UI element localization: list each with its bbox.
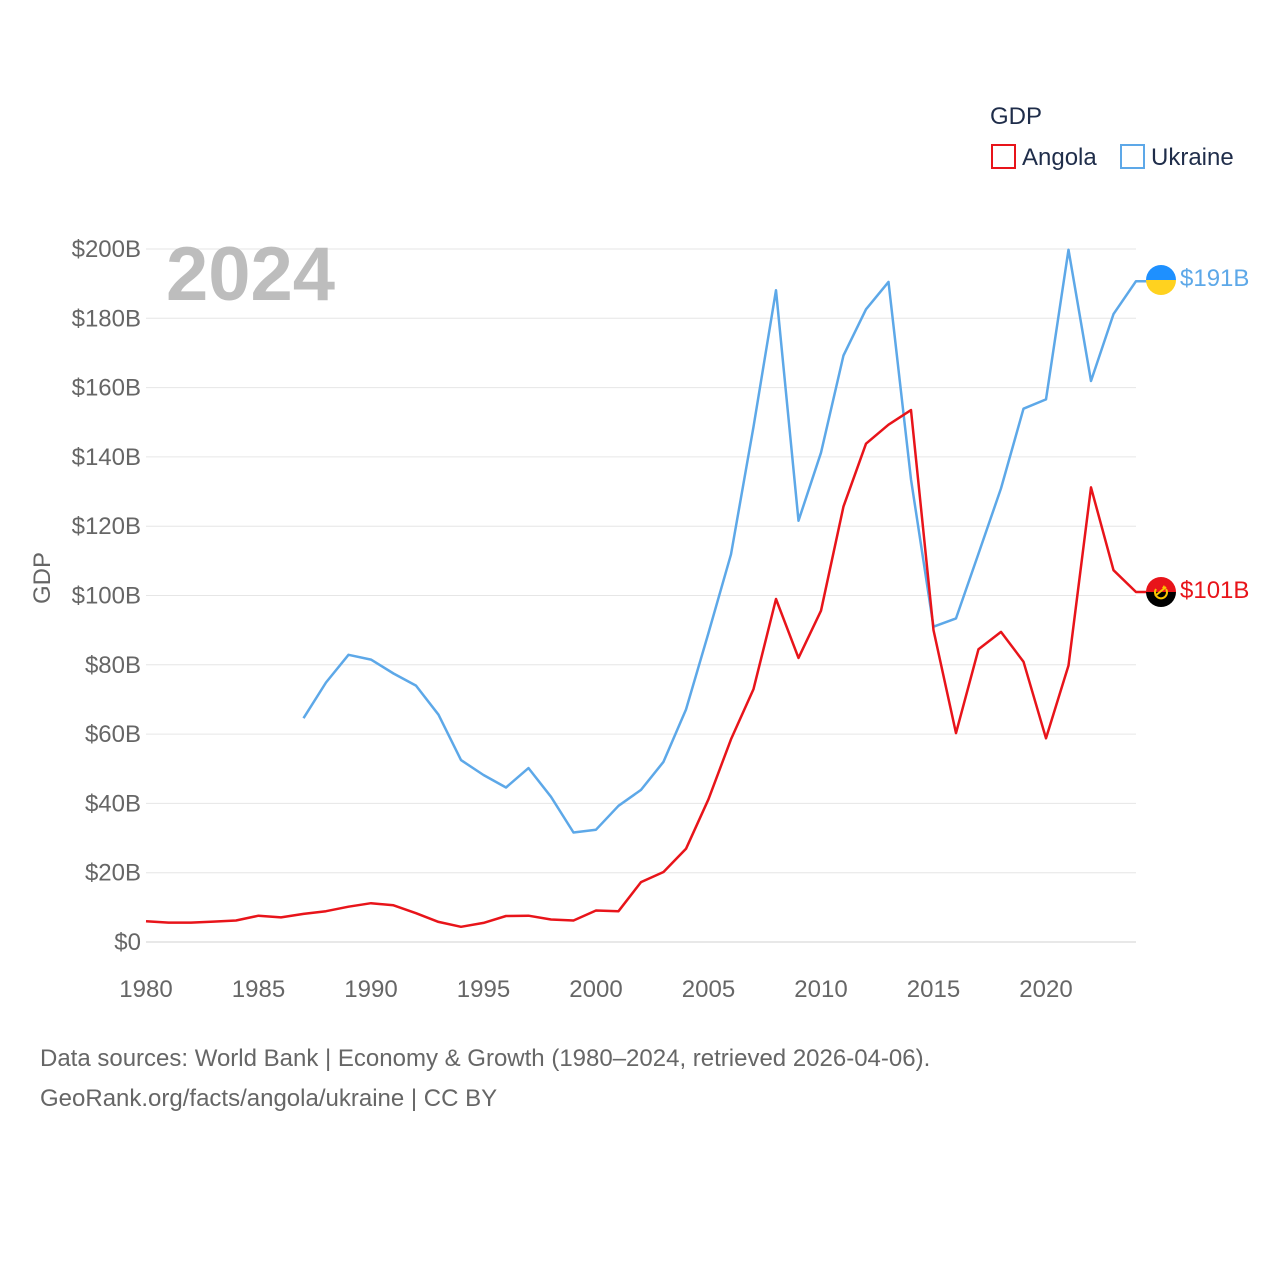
y-tick-label: $120B — [72, 513, 141, 540]
angola-end-value-label: $101B — [1180, 577, 1249, 604]
y-tick-label: $80B — [85, 652, 141, 679]
y-axis: $0 $20B $40B $60B $80B $100B $120B $140B $160B $1… — [72, 236, 141, 956]
x-tick-label: 2005 — [682, 976, 735, 1003]
legend-swatch-ukraine[interactable] — [1120, 144, 1145, 169]
y-axis-title: GDP — [29, 552, 56, 604]
y-tick-label: $180B — [72, 305, 141, 332]
x-tick-label: 1985 — [232, 976, 285, 1003]
legend: GDP Angola Ukraine — [990, 103, 1234, 171]
current-year-label: 2024 — [166, 232, 335, 317]
y-tick-label: $100B — [72, 583, 141, 610]
ukraine-end-value-label: $191B — [1180, 265, 1249, 292]
y-tick-label: $40B — [85, 790, 141, 817]
y-tick-label: $200B — [72, 236, 141, 263]
series-line-angola[interactable] — [145, 408, 1148, 929]
y-tick-label: $60B — [85, 721, 141, 748]
angola-flag-icon — [1146, 577, 1176, 607]
x-tick-label: 1990 — [344, 976, 397, 1003]
ukraine-flag-icon — [1146, 265, 1176, 295]
source-note: Data sources: World Bank | Economy & Gro… — [40, 1045, 931, 1072]
x-tick-label: 1995 — [457, 976, 510, 1003]
x-tick-label: 1980 — [119, 976, 172, 1003]
x-axis: 1980 1985 1990 1995 2000 2005 2010 2015 2020 — [119, 976, 1072, 1003]
x-tick-label: 2015 — [907, 976, 960, 1003]
x-tick-label: 2020 — [1019, 976, 1072, 1003]
y-tick-label: $140B — [72, 444, 141, 471]
series-layer — [145, 248, 1149, 929]
source-link[interactable]: GeoRank.org/facts/angola/ukraine | CC BY — [40, 1085, 498, 1112]
series-line-ukraine[interactable] — [302, 248, 1149, 834]
x-tick-label: 2010 — [794, 976, 847, 1003]
legend-label-angola[interactable]: Angola — [1022, 144, 1097, 171]
legend-title: GDP — [990, 103, 1042, 130]
y-tick-label: $160B — [72, 375, 141, 402]
y-tick-label: $20B — [85, 860, 141, 887]
legend-swatch-angola[interactable] — [991, 144, 1016, 169]
x-tick-label: 2000 — [569, 976, 622, 1003]
legend-label-ukraine[interactable]: Ukraine — [1151, 144, 1234, 171]
grid-lines — [146, 248, 1136, 943]
y-tick-label: $0 — [114, 929, 141, 956]
